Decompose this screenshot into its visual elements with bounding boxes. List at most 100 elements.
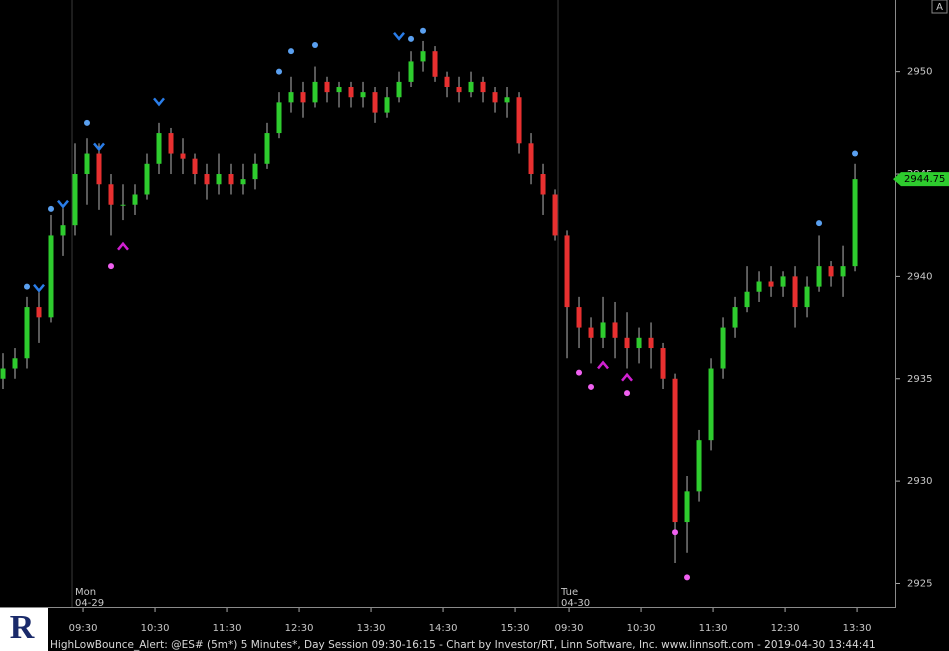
candle-body [696,440,702,492]
session-day: Mon [75,587,96,598]
candle-body [96,153,102,185]
marker-dot [276,68,283,75]
candle-body [240,179,246,185]
candle-body [276,102,282,134]
candle-body [624,337,630,349]
candle-body [144,163,150,195]
candle-body [684,491,690,523]
marker-dot [24,283,31,290]
marker-dot [816,220,823,227]
candle-body [348,87,354,98]
y-tick-label: 2935 [907,374,932,385]
candle-body [528,143,534,175]
candle-body [744,291,750,308]
candle-body [492,92,498,103]
marker-dot [420,27,427,34]
logo: R [10,609,35,646]
candle-body [516,97,522,144]
marker-dot [84,119,91,126]
candle-body [372,92,378,113]
candle-body [564,235,570,308]
x-tick-label: 09:30 [69,623,98,634]
candle-body [444,76,450,88]
candle-body [252,163,258,180]
candle-body [468,81,474,93]
candle-body [0,368,6,379]
candle-body [648,337,654,349]
x-tick-label: 10:30 [141,623,170,634]
candle-body [312,81,318,103]
marker-chevron-down [153,97,165,107]
candle-body [72,174,78,226]
footer: HighLowBounce_Alert: @ES# (5m*) 5 Minute… [50,639,876,651]
candle-body [420,51,426,62]
x-tick-label: 15:30 [501,623,530,634]
candle-body [180,153,186,159]
candle-body [168,133,174,154]
candle-body [228,174,234,185]
y-tick-label: 2940 [907,271,932,282]
marker-chevron-down [393,32,405,41]
candle-body [840,266,846,277]
x-tick-label: 09:30 [555,623,584,634]
candle-body [576,307,582,328]
candle-body [672,378,678,523]
marker-chevron-down [57,199,69,209]
marker-dot [852,150,859,157]
corner-box [931,0,948,14]
marker-chevron-up [597,360,609,370]
candle-body [828,266,834,277]
candle-body [60,225,66,236]
marker-dot [108,263,115,270]
candle-body [108,184,114,205]
candle-body [12,358,18,369]
candle-body [204,174,210,185]
candle-body [708,368,714,441]
candle-body [588,327,594,338]
candle-body [84,153,90,175]
candle-body [432,51,438,77]
candle-body [24,307,30,359]
candle-body [612,322,618,338]
candle-body [660,348,666,379]
marker-dot [408,35,415,42]
candle-body [288,92,294,103]
marker-chevron-up [117,241,129,251]
candle-body [408,61,414,82]
candle-body [396,81,402,98]
x-tick-label: 12:30 [285,623,314,634]
x-tick-label: 14:30 [429,623,458,634]
marker-chevron-down [33,283,45,293]
candle-body [156,133,162,164]
session-day: Tue [560,587,578,598]
candle-body [780,276,786,287]
session-date: 04-29 [75,598,104,609]
candle-body [192,158,198,175]
candle-body [360,92,366,98]
candle-body [300,92,306,103]
logo-box [0,608,48,651]
candle-body [216,174,222,185]
candle-body [756,281,762,292]
marker-chevron-down [93,142,105,152]
marker-dot [672,529,679,536]
x-tick-label: 13:30 [357,623,386,634]
candle-body [480,81,486,93]
candle-body [504,97,510,103]
last-price-box [893,172,949,187]
candle-body [264,133,270,164]
candle-body [324,81,330,93]
marker-chevron-up [621,372,633,382]
marker-dot [588,383,595,390]
session-date: 04-30 [561,598,590,609]
x-tick-label: 11:30 [213,623,242,634]
y-tick-label: 2930 [907,476,932,487]
candle-body [732,307,738,328]
marker-dot [684,574,691,581]
marker-dot [288,48,295,55]
marker-dot [576,369,583,376]
candle-body [552,194,558,236]
candle-body [768,281,774,287]
